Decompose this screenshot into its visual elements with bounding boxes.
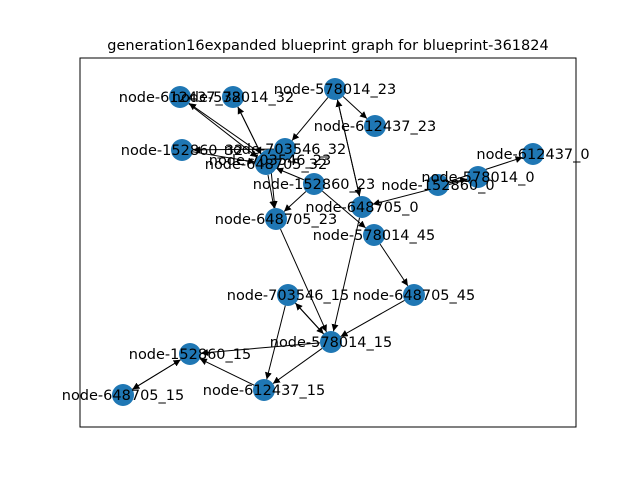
node-label: node-648705_45 [353,288,475,304]
graph-edge [340,299,405,338]
graph-edge [132,359,181,390]
graph-edge [188,103,258,158]
node-label: node-578014_45 [313,228,435,244]
graph-node[interactable] [171,139,193,161]
node-layer [112,78,544,406]
graph-node[interactable] [324,78,346,100]
graph-node[interactable] [112,384,134,406]
graph-edge [265,305,286,380]
node-label: node-152860_15 [129,347,251,363]
graph-node[interactable] [467,166,489,188]
graph-edge [372,179,468,206]
graph-edge [342,96,368,119]
graph-edge [192,151,256,165]
edge-layer [132,96,523,390]
graph-node[interactable] [265,208,287,230]
graph-node[interactable] [255,153,277,175]
graph-edge [267,174,277,209]
graph-title: generation16expanded blueprint graph for… [107,38,548,54]
graph-edge [272,347,323,385]
graph-edge [331,217,361,332]
graph-edge [291,97,329,141]
node-label: node-648705_0 [305,200,418,216]
graph-node[interactable] [427,174,449,196]
graph-node[interactable] [522,143,544,165]
graph-node[interactable] [179,343,201,365]
graph-edge [200,342,321,356]
node-label: node-648705_32 [205,157,327,173]
graph-node[interactable] [169,86,191,108]
graph-node[interactable] [277,284,299,306]
graph-node[interactable] [253,379,275,401]
graph-edge [448,177,468,184]
node-label: node-578014_0 [421,170,534,186]
graph-edge [335,99,361,197]
graph-edge [192,146,275,154]
graph-edge [188,102,262,155]
node-label: node-703546_15 [227,288,349,304]
plot-frame [79,57,577,428]
graph-edge [237,106,262,155]
node-label: node-152860_32 [121,143,243,159]
graph-edge [379,243,409,287]
graph-node[interactable] [222,86,244,108]
node-label: node-612437_15 [203,383,325,399]
graph-node[interactable] [320,331,342,353]
node-label: node-152860_0 [381,178,494,194]
node-label: node-703546_23 [209,153,331,169]
node-label: node-612437_32 [119,90,241,106]
graph-edge [283,191,307,212]
node-label: node-578014_32 [172,90,294,106]
node-label: node-648705_15 [62,388,184,404]
graph-edge [275,167,305,181]
node-label: node-578014_15 [270,335,392,351]
graph-node[interactable] [364,115,386,137]
graph-edge [280,228,327,333]
graph-edge [199,358,255,386]
node-label: node-612437_0 [476,147,589,163]
node-label: node-578014_23 [274,82,396,98]
node-label: node-648705_23 [215,212,337,228]
graph-node[interactable] [303,173,325,195]
graph-node[interactable] [403,284,425,306]
node-label: node-703546_32 [224,142,346,158]
node-label: node-152860_23 [253,177,375,193]
graph-edge [295,302,324,335]
graph-node[interactable] [363,224,385,246]
node-label: node-612437_23 [314,119,436,135]
graph-node[interactable] [351,196,373,218]
